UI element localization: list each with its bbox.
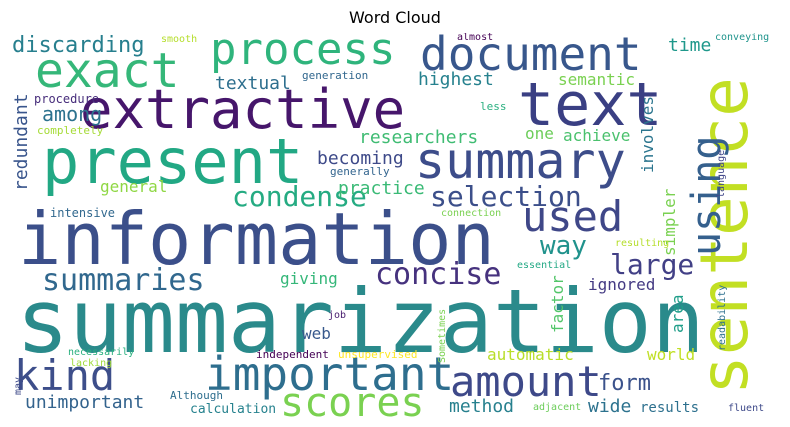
word-connection: connection [441, 208, 502, 219]
word-involves: involves [638, 95, 657, 173]
word-large: large [610, 248, 695, 281]
word-process: process [210, 33, 396, 75]
word-almost: almost [457, 33, 494, 43]
word-textual: textual [215, 73, 291, 94]
word-language: language [716, 149, 727, 198]
word-present: present [42, 125, 304, 198]
figure-title: Word Cloud [349, 8, 441, 27]
word-necessarily: necessarily [68, 347, 135, 358]
word-used: used [522, 192, 624, 241]
word-among: among [42, 102, 103, 126]
word-condense: condense [232, 180, 367, 213]
word-concise: concise [375, 257, 502, 292]
word-factor: factor [548, 275, 567, 333]
word-time: time [668, 35, 712, 56]
word-ignored: ignored [588, 275, 656, 294]
word-automatic: automatic [487, 345, 574, 364]
word-fluent: fluent [728, 403, 765, 414]
word-summary: summary [415, 132, 626, 190]
word-generally: generally [330, 165, 390, 178]
word-less: less [480, 100, 507, 113]
word-completely: completely [37, 124, 104, 137]
word-information: information [18, 197, 495, 281]
word-highest: highest [418, 69, 494, 90]
word-conveying: conveying [715, 33, 770, 43]
word-form: form [598, 371, 651, 396]
word-cloud: summarization information sentence extra… [10, 33, 780, 418]
word-unsupervised: unsupervised [338, 348, 418, 361]
word-practice: practice [338, 178, 425, 199]
word-document: document [420, 33, 642, 81]
word-procedure: procedure [34, 92, 100, 106]
word-although: Although [170, 389, 223, 402]
word-summarization: summarization [16, 270, 705, 373]
word-redundant: redundant [11, 93, 32, 191]
word-giving: giving [280, 269, 338, 288]
word-generation: generation [302, 69, 369, 82]
word-independent: independent [256, 348, 329, 361]
word-achieve: achieve [563, 126, 631, 145]
word-smooth: smooth [161, 34, 198, 45]
word-one: one [525, 124, 554, 143]
word-world: world [647, 345, 696, 364]
word-way: way [540, 231, 587, 261]
word-job: job [328, 310, 347, 321]
word-scores: scores [280, 380, 425, 418]
word-becoming: becoming [317, 148, 404, 169]
word-intensive: intensive [50, 206, 116, 220]
word-unimportant: unimportant [25, 392, 145, 413]
word-general: general [100, 177, 168, 196]
word-summaries: summaries [42, 263, 205, 298]
word-exact: exact [35, 43, 180, 99]
word-semantic: semantic [558, 70, 636, 89]
word-lacking: lacking [70, 358, 113, 369]
word-kind: kind [14, 351, 116, 400]
word-sometimes: Sometimes [437, 308, 448, 363]
word-extractive: extractive [80, 78, 406, 141]
word-wide: wide [588, 396, 632, 417]
word-adjacent: adjacent [533, 402, 582, 413]
word-web: web [302, 324, 331, 343]
word-calculation: calculation [190, 402, 277, 417]
word-resulting: resulting [615, 238, 670, 249]
word-selection: selection [430, 180, 582, 213]
word-discarding: discarding [12, 33, 145, 58]
word-amount: amount [450, 357, 602, 406]
word-essential: essential [517, 260, 572, 271]
word-method: method [449, 396, 515, 417]
word-important: important [205, 347, 455, 401]
word-readability: readability [717, 284, 728, 351]
word-text: text [518, 70, 663, 140]
word-results: results [640, 400, 700, 416]
word-researchers: researchers [359, 127, 479, 148]
word-area: area [668, 294, 687, 333]
word-may: may [13, 376, 24, 395]
